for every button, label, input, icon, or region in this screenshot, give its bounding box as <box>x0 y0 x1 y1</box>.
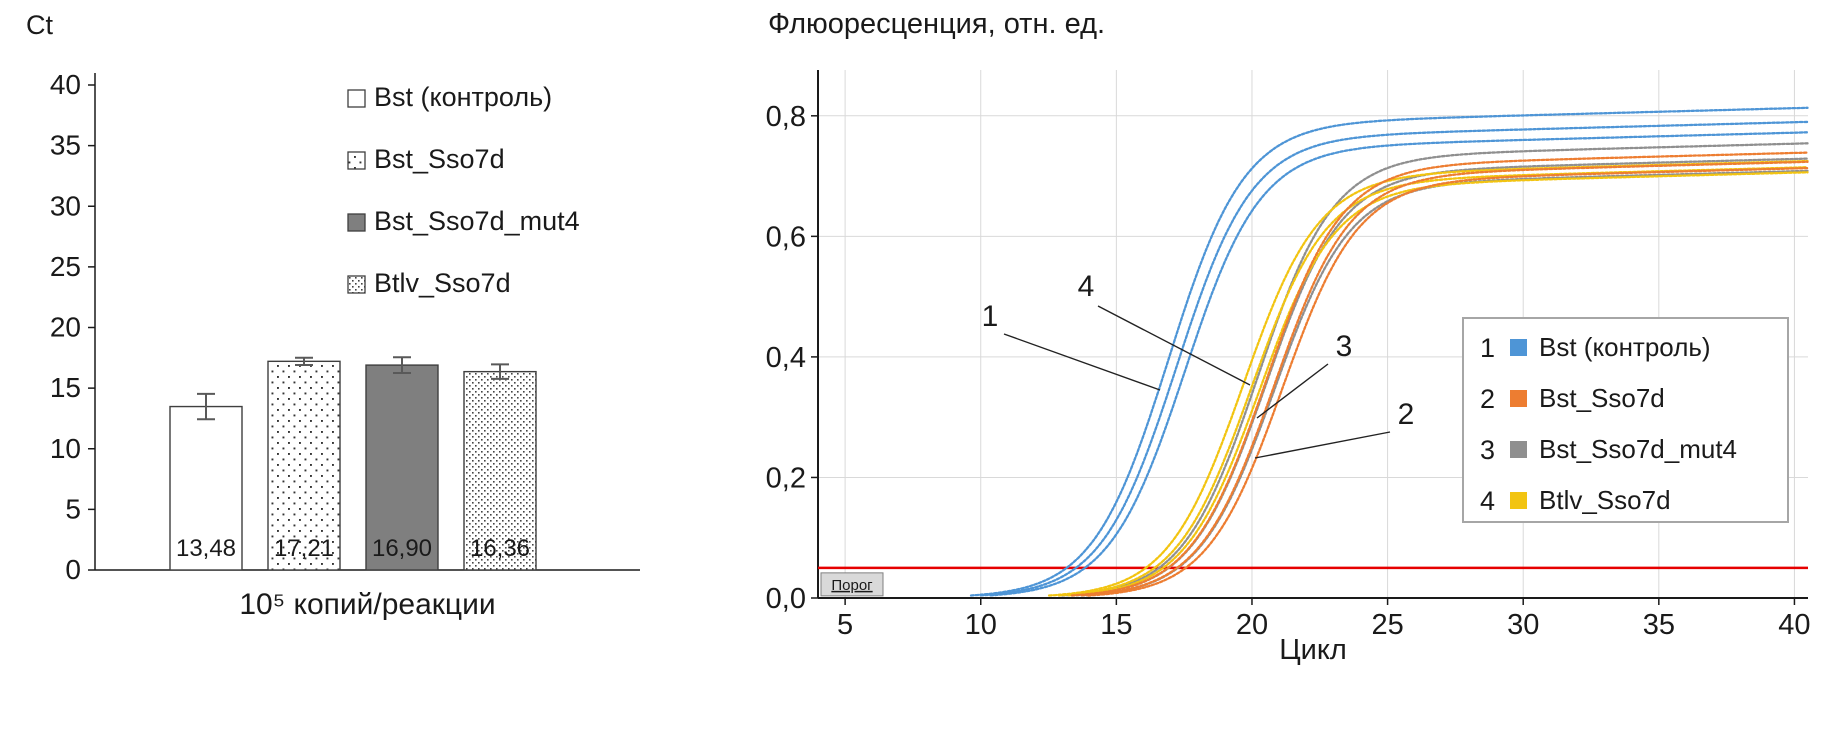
legend-swatch <box>347 275 366 294</box>
bar <box>169 405 243 571</box>
y-axis-tick-label: 0,4 <box>766 342 806 374</box>
y-axis-tick-label: 0 <box>65 554 81 585</box>
legend-label: Btlv_Sso7d <box>374 268 511 298</box>
y-axis-tick-label: 15 <box>50 372 81 403</box>
amplification-curve-series-2 <box>1086 166 1809 597</box>
bar <box>463 370 537 571</box>
legend-label: Bst (контроль) <box>1539 332 1711 362</box>
y-axis-tick-label: 35 <box>50 130 81 161</box>
y-axis-tick-label: 40 <box>50 69 81 100</box>
legend-label: Bst_Sso7d <box>374 144 505 174</box>
legend-label: Bst_Sso7d_mut4 <box>1539 434 1737 464</box>
threshold-label-box <box>820 572 884 597</box>
y-axis-tick-label: 10 <box>50 433 81 464</box>
legend-swatch <box>1510 492 1527 509</box>
y-axis-tick-label: 25 <box>50 251 81 282</box>
curve-annotation-line <box>1256 363 1329 419</box>
legend-swatch <box>347 151 366 170</box>
legend-swatch <box>1510 339 1527 356</box>
y-axis-tick-label: 0,8 <box>766 101 806 133</box>
ct-bar-chart-panel: 0 5 10 15 20 25 30 35 40 13,48 17,21 16,90 16,36 Bst … <box>0 0 770 747</box>
x-axis-tick-label: 5 <box>837 609 853 641</box>
amplification-curve-series-1 <box>989 131 1809 597</box>
y-axis-tick-label: 5 <box>65 493 81 524</box>
threshold-label: Порог <box>831 577 873 594</box>
y-axis-tick-label: 20 <box>50 312 81 343</box>
amplification-chart-title: Флюоресценция, отн. ед. <box>768 8 1106 40</box>
amplification-x-axis-label: Цикл <box>1279 634 1347 666</box>
amplification-curve-series-4 <box>1067 171 1809 597</box>
x-axis-tick-label: 30 <box>1507 609 1539 641</box>
amplification-curve-series-2 <box>1080 160 1809 597</box>
curve-annotation-number: 4 <box>1078 270 1095 303</box>
amplification-chart: 5 10 15 20 25 30 35 40 0,0 0,2 0,4 0,6 0,8 Порог 1 Bst … <box>766 70 1811 641</box>
curve-annotation-line <box>1097 305 1251 386</box>
curve-annotation-number: 2 <box>1398 398 1415 431</box>
x-axis-tick-label: 40 <box>1778 609 1810 641</box>
bar <box>365 364 439 571</box>
curve-annotation-line <box>1254 431 1391 459</box>
legend-number: 4 <box>1480 486 1495 516</box>
legend-label: Btlv_Sso7d <box>1539 485 1671 515</box>
legend-label: Bst (контроль) <box>374 82 552 112</box>
y-axis-tick-label: 0,6 <box>766 221 806 253</box>
y-axis-tick-label: 30 <box>50 190 81 221</box>
bar-value-label: 16,90 <box>372 535 432 562</box>
x-axis-tick-label: 20 <box>1236 609 1268 641</box>
bar-chart-x-axis-label: 10⁵ копий/реакции <box>239 588 496 621</box>
bar-value-label: 17,21 <box>274 535 334 562</box>
legend-swatch <box>1510 441 1527 458</box>
legend-number: 3 <box>1480 435 1495 465</box>
amplification-curve-series-1 <box>969 106 1809 597</box>
curve-annotation-number: 1 <box>982 300 999 333</box>
x-axis-tick-label: 25 <box>1371 609 1403 641</box>
legend-number: 1 <box>1480 333 1495 363</box>
bar <box>267 360 341 571</box>
amplification-curve-series-3 <box>1060 142 1809 597</box>
bar-value-label: 13,48 <box>176 535 236 562</box>
legend-label: Bst_Sso7d_mut4 <box>374 206 580 236</box>
y-axis-tick-label: 0,0 <box>766 583 806 615</box>
curve-annotation-line <box>1003 333 1161 391</box>
amplification-curve-series-1 <box>979 120 1809 597</box>
amplification-chart-panel: 5 10 15 20 25 30 35 40 0,0 0,2 0,4 0,6 0,8 Порог 1 Bst … <box>760 0 1847 747</box>
legend-swatch <box>347 213 366 232</box>
legend-number: 2 <box>1480 384 1495 414</box>
amplification-curve-series-2 <box>1070 151 1809 597</box>
bar-value-label: 16,36 <box>470 535 530 562</box>
x-axis-tick-label: 35 <box>1643 609 1675 641</box>
ct-bar-chart: 0 5 10 15 20 25 30 35 40 13,48 17,21 16,90 16,36 Bst … <box>50 69 640 585</box>
legend-swatch <box>1510 390 1527 407</box>
legend-swatch <box>347 89 366 108</box>
curve-annotation-number: 3 <box>1336 330 1353 363</box>
y-axis-tick-label: 0,2 <box>766 462 806 494</box>
x-axis-tick-label: 15 <box>1100 609 1132 641</box>
bar-chart-y-axis-title: Ct <box>26 10 53 40</box>
x-axis-tick-label: 10 <box>965 609 997 641</box>
legend-label: Bst_Sso7d <box>1539 383 1665 413</box>
